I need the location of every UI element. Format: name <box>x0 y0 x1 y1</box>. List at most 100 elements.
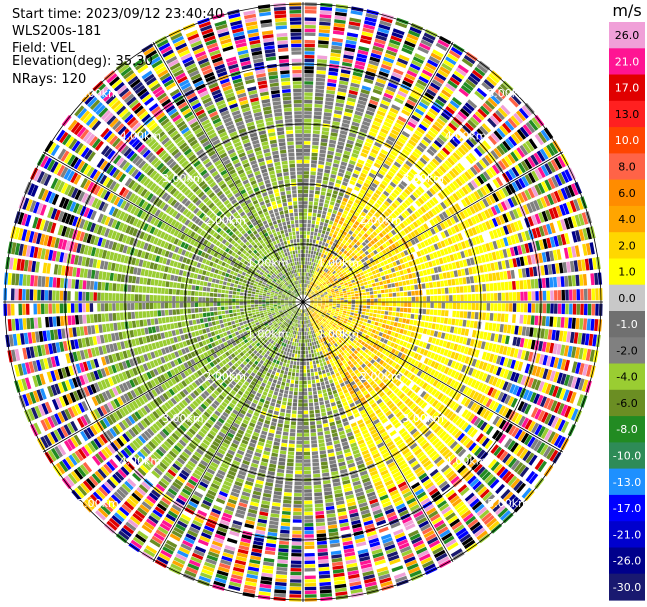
range-gate <box>325 260 330 265</box>
range-gate <box>269 459 277 465</box>
range-gate <box>456 344 462 352</box>
range-gate <box>548 208 556 220</box>
range-gate <box>330 546 341 552</box>
range-gate <box>455 149 464 158</box>
range-gate <box>554 174 563 186</box>
range-gate <box>490 206 498 216</box>
range-gate <box>378 257 383 263</box>
range-gate <box>492 415 501 426</box>
range-gate <box>376 31 389 38</box>
range-gate <box>435 552 448 562</box>
range-gate <box>485 243 491 252</box>
range-gate <box>447 157 456 166</box>
range-gate <box>321 187 327 192</box>
range-gate <box>464 411 472 420</box>
range-gate <box>371 473 380 480</box>
range-gate <box>435 381 442 389</box>
range-gate <box>550 192 558 204</box>
range-gate <box>501 260 507 270</box>
range-gate <box>326 154 334 159</box>
range-gate <box>367 350 373 356</box>
range-gate <box>501 303 506 312</box>
range-gate <box>462 157 471 167</box>
range-gate <box>557 189 565 201</box>
range-gate <box>542 224 549 236</box>
range-gate <box>334 312 339 316</box>
range-gate <box>422 117 432 126</box>
range-gate <box>463 249 469 258</box>
range-gate <box>311 152 318 157</box>
range-gate <box>431 260 437 267</box>
range-gate <box>312 458 319 463</box>
range-gate <box>431 323 436 330</box>
range-gate <box>510 196 518 207</box>
range-gate <box>438 134 448 143</box>
range-gate <box>318 559 329 564</box>
range-gate <box>314 194 320 199</box>
range-gate <box>389 416 397 423</box>
range-gate <box>338 353 343 359</box>
range-gate <box>330 362 335 367</box>
range-gate <box>333 302 337 304</box>
range-gate <box>477 382 484 391</box>
range-gate <box>578 363 585 375</box>
range-gate <box>345 43 356 49</box>
range-gate <box>481 222 488 231</box>
range-gate <box>392 261 397 267</box>
range-gate <box>376 357 382 363</box>
range-gate <box>303 328 305 332</box>
range-gate <box>485 283 490 292</box>
range-gate <box>375 318 380 322</box>
range-gate <box>410 358 416 365</box>
range-gate <box>338 168 345 174</box>
range-gate <box>503 225 510 235</box>
range-gate <box>381 203 388 210</box>
range-gate <box>431 208 438 216</box>
range-gate <box>376 519 387 526</box>
range-gate <box>368 263 373 268</box>
range-gate <box>511 427 520 438</box>
range-gate <box>282 431 289 436</box>
range-gate <box>594 319 599 332</box>
range-gate <box>476 506 488 517</box>
range-gate <box>438 383 445 391</box>
range-gate <box>315 379 320 383</box>
range-gate <box>306 312 308 317</box>
range-gate <box>543 446 552 458</box>
range-gate <box>390 75 401 83</box>
range-gate <box>304 466 311 471</box>
range-gate <box>405 472 415 480</box>
range-gate <box>470 415 479 425</box>
range-gate <box>542 354 548 366</box>
range-gate <box>443 128 453 137</box>
range-gate <box>397 442 406 449</box>
range-gate <box>583 288 588 301</box>
range-gate <box>530 254 536 265</box>
range-gate <box>406 330 412 336</box>
range-gate <box>307 312 309 316</box>
range-gate <box>510 235 516 245</box>
range-gate <box>308 273 311 277</box>
range-gate <box>367 362 372 368</box>
range-gate <box>311 220 316 225</box>
range-gate <box>440 265 446 272</box>
range-gate <box>582 348 588 361</box>
range-gate <box>390 521 401 529</box>
range-gate <box>578 244 584 257</box>
range-gate <box>439 529 451 538</box>
range-gate <box>336 258 341 263</box>
range-gate <box>311 309 315 312</box>
range-gate <box>410 136 419 144</box>
range-gate <box>361 449 369 456</box>
range-gate <box>305 328 308 332</box>
range-gate <box>324 243 329 247</box>
range-gate <box>407 171 415 179</box>
range-gate <box>383 387 390 394</box>
range-gate <box>445 423 454 432</box>
range-gate <box>409 319 414 325</box>
range-gate <box>307 223 311 228</box>
range-gate <box>374 559 386 566</box>
range-gate <box>419 553 431 562</box>
range-gate <box>289 582 302 587</box>
range-gate <box>407 425 415 433</box>
